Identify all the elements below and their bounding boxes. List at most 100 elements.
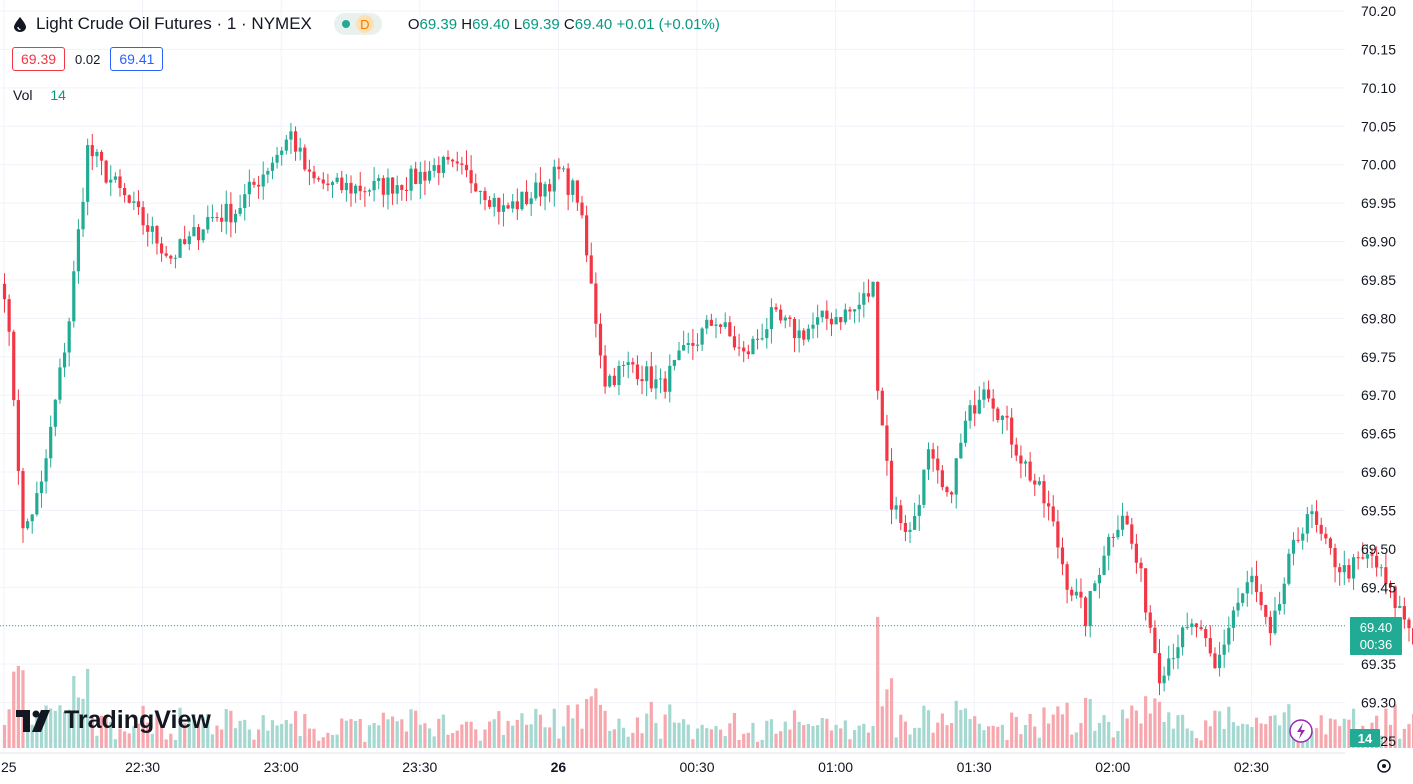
candle-body	[220, 217, 224, 222]
volume-bar	[169, 733, 173, 748]
volume-bar	[857, 725, 861, 748]
candle-body	[649, 366, 653, 389]
price-tick-label: 69.85	[1361, 272, 1396, 288]
volume-bar	[206, 713, 210, 748]
candle-body	[377, 178, 381, 181]
volume-bar	[252, 739, 256, 748]
price-tick-label: 69.45	[1361, 579, 1396, 595]
volume-bar	[1319, 715, 1323, 748]
price-axis[interactable]: 70.20 70.15 70.10 70.05 70.00 69.95 69.90 69.85…	[1361, 3, 1396, 749]
volume-bar	[959, 709, 963, 748]
sell-price-button[interactable]: 69.39	[12, 47, 66, 71]
volume-bar	[330, 734, 335, 748]
volume-bar	[1324, 734, 1328, 748]
price-tick-label: 70.10	[1361, 80, 1396, 96]
candle-body	[483, 190, 487, 201]
candle-body	[238, 207, 242, 214]
time-tick-label: 23:00	[264, 759, 299, 775]
tradingview-logo[interactable]: TradingView	[16, 706, 211, 735]
candle-body	[35, 493, 39, 515]
volume-bar	[829, 730, 834, 748]
volume-bar	[62, 712, 67, 748]
volume-bar	[326, 732, 330, 748]
candle-body	[501, 205, 506, 212]
symbol-title[interactable]: Light Crude Oil Futures · 1 · NYMEX	[36, 14, 312, 33]
candle-body	[1139, 562, 1143, 569]
candle-body	[1310, 511, 1314, 515]
volume-legend[interactable]: Vol 14	[13, 87, 66, 103]
candle-body	[1342, 565, 1346, 573]
volume-bar	[889, 678, 894, 748]
candle-body	[950, 492, 954, 495]
volume-bar	[340, 718, 344, 748]
volume-bar	[1328, 718, 1333, 748]
volume-bar	[534, 708, 538, 748]
volume-bar	[640, 733, 644, 748]
time-tick-label: 02:00	[1095, 759, 1130, 775]
candle-body	[136, 201, 141, 208]
market-status[interactable]: D	[333, 13, 382, 35]
candle-body	[26, 521, 30, 529]
volume-bar	[446, 734, 450, 748]
candle-body	[1375, 555, 1379, 568]
candle-body	[1111, 536, 1115, 538]
buy-price-button[interactable]: 69.41	[110, 47, 164, 71]
candle-body	[973, 405, 977, 414]
candle-body	[1254, 575, 1259, 592]
volume-bar	[825, 718, 829, 748]
candle-body	[571, 180, 575, 195]
price-tick-label: 70.05	[1361, 118, 1396, 134]
volume-bar	[1268, 715, 1272, 748]
volume-bar	[1379, 735, 1383, 748]
volume-bar	[196, 721, 201, 748]
candle-body	[963, 420, 968, 443]
volume-bar	[1273, 715, 1277, 748]
price-tick-label: 69.95	[1361, 195, 1396, 211]
volume-bar	[1083, 697, 1088, 748]
volume-bar	[104, 715, 108, 748]
last-volume-label: 14	[1350, 729, 1380, 747]
settings-gear-icon[interactable]	[1377, 759, 1391, 773]
time-tick-label: 22:30	[125, 759, 160, 775]
volume-bar	[12, 671, 16, 748]
volume-bar	[363, 742, 367, 748]
volume-bar	[806, 724, 810, 748]
volume-bar	[612, 729, 616, 748]
candle-body	[682, 345, 686, 351]
volume-bar	[1019, 734, 1023, 748]
candle-body	[427, 170, 432, 181]
candle-body	[303, 147, 307, 170]
volume-bar	[358, 718, 362, 748]
volume-bar	[774, 733, 778, 748]
flash-icon[interactable]	[1289, 719, 1313, 743]
volume-bar	[885, 689, 889, 748]
candle-body	[1241, 593, 1245, 603]
candle-body	[123, 188, 127, 196]
candle-body	[67, 321, 71, 353]
volume-bar	[769, 719, 774, 748]
volume-bar	[728, 723, 732, 748]
volume-bar	[1250, 727, 1254, 748]
candle-body	[515, 201, 519, 210]
candle-body	[538, 182, 543, 197]
volume-bar	[233, 728, 238, 748]
time-axis[interactable]: 25 22:30 23:00 23:30 26 00:30 01:00 01:30 02:00 0…	[1, 759, 1269, 775]
volume-bar	[372, 723, 376, 748]
market-open-dot	[341, 20, 350, 28]
candle-body	[1370, 554, 1374, 556]
volume-bar	[280, 723, 284, 748]
candle-body	[1407, 619, 1411, 629]
volume-bar	[16, 665, 20, 748]
volume-bar	[866, 732, 871, 748]
candle-body	[954, 458, 958, 495]
volume-bar	[400, 719, 404, 748]
volume-bar	[132, 726, 136, 748]
volume-bar	[321, 737, 325, 748]
candle-body	[113, 176, 117, 180]
volume-bar	[1213, 710, 1217, 748]
symbol-legend[interactable]: Light Crude Oil Futures · 1 · NYMEX D O6…	[12, 13, 720, 35]
volume-bar	[404, 731, 409, 748]
candle-body	[354, 185, 358, 194]
volume-bar	[381, 712, 385, 748]
